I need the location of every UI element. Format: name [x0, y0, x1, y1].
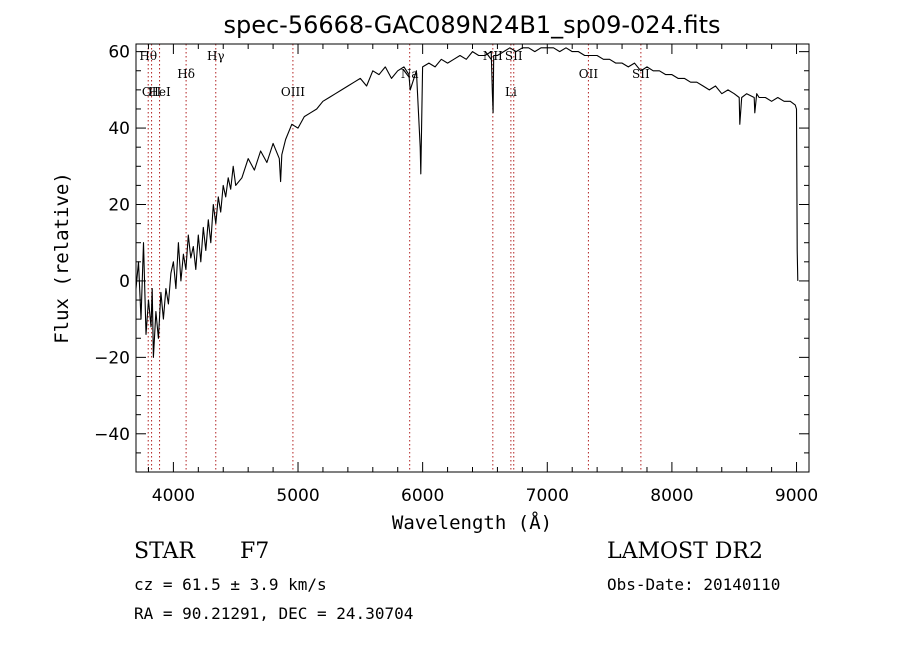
line-marker-label: Hγ	[207, 49, 225, 63]
y-axis-label: Flux (relative)	[51, 172, 73, 344]
y-tick-label: 40	[108, 119, 130, 139]
line-marker-label: SII	[505, 49, 523, 63]
line-marker-label: OII	[142, 85, 162, 99]
line-marker-label: NII	[483, 49, 503, 63]
line-marker-label: Hδ	[177, 67, 195, 81]
x-tick-label: 7000	[526, 486, 569, 506]
x-tick-label: 8000	[650, 486, 693, 506]
object-type: STAR	[134, 539, 196, 564]
axis-ticks	[136, 44, 809, 473]
tick-labels: 4000 5000 6000 7000 8000 9000 −40 −20 0 20 40 60	[94, 43, 818, 506]
x-tick-label: 6000	[401, 486, 444, 506]
line-marker-label: OII	[579, 67, 599, 81]
y-tick-label: −20	[94, 348, 130, 368]
redshift-text: cz = 61.5 ± 3.9 km/s	[134, 575, 327, 594]
plot-frame	[135, 43, 810, 473]
y-tick-label: 20	[108, 196, 130, 216]
line-marker-label: SII	[632, 67, 650, 81]
line-marker-label: Li	[505, 85, 517, 99]
obs-date: Obs-Date: 20140110	[607, 575, 780, 594]
survey-name: LAMOST DR2	[607, 539, 763, 564]
x-tick-label: 5000	[276, 486, 319, 506]
y-tick-label: 60	[108, 43, 130, 63]
line-marker-label: Hθ	[139, 49, 157, 63]
subclass: F7	[240, 539, 269, 564]
y-tick-label: 0	[119, 272, 130, 292]
coordinates-text: RA = 90.21291, DEC = 24.30704	[134, 604, 413, 623]
x-tick-label: 4000	[152, 486, 195, 506]
line-marker-label: OIII	[281, 85, 305, 99]
spectrum-line	[135, 47, 799, 358]
line-marker-label: HeI	[148, 85, 171, 99]
x-tick-label: 9000	[775, 486, 818, 506]
x-axis-label: Wavelength (Å)	[392, 511, 552, 534]
y-tick-label: −40	[94, 425, 130, 445]
chart-title: spec-56668-GAC089N24B1_sp09-024.fits	[223, 11, 720, 39]
